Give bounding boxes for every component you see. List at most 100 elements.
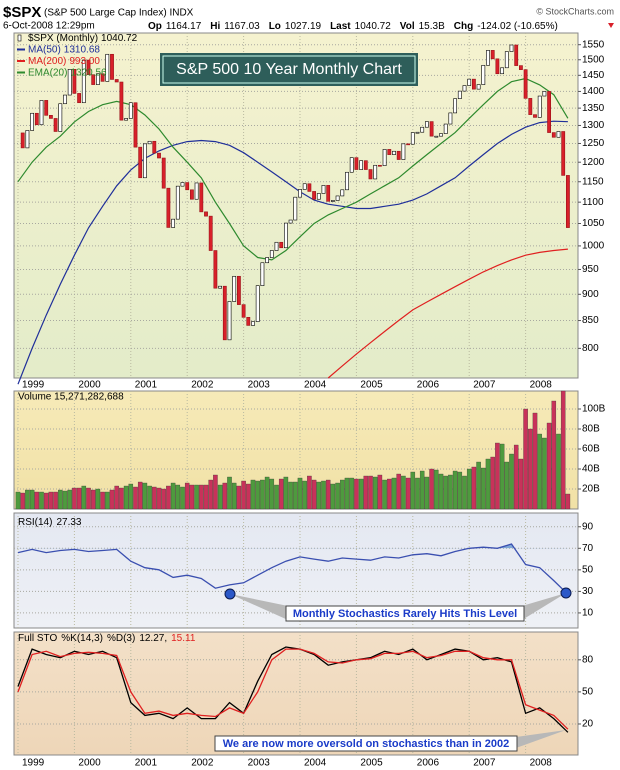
candle (81, 59, 86, 104)
candle (490, 50, 495, 60)
candle (279, 241, 284, 249)
candle (316, 193, 321, 200)
candle (420, 126, 425, 133)
volume-bar (532, 412, 538, 510)
legend-entry: EMA(20) 1320.56 (28, 67, 107, 78)
volume-bar (199, 484, 204, 510)
candle (551, 132, 556, 138)
volume-bar (321, 480, 326, 510)
x-tick-label: 2005 (360, 380, 383, 391)
candle (415, 131, 420, 134)
y-tick-label: 80B (582, 424, 600, 435)
indicator-line (17, 543, 569, 595)
volume-bar (382, 479, 387, 510)
candle (124, 118, 129, 121)
volume-bar (90, 489, 96, 510)
volume-bar (81, 485, 87, 510)
y-tick-label: 1500 (582, 54, 605, 65)
callout-text: Monthly Stochastics Rarely Hits This Lev… (293, 608, 517, 620)
candle (194, 182, 199, 200)
volume-bar (264, 476, 270, 510)
marker (560, 587, 572, 599)
callout-arrow (230, 594, 288, 620)
candle (373, 164, 378, 180)
volume-bar (133, 486, 138, 510)
x-tick-label: 2002 (191, 758, 214, 769)
legend-entry: $SPX (Monthly) 1040.72 (28, 33, 138, 44)
volume-bar (72, 487, 77, 510)
volume-label: Volume 15,271,282,688 (18, 392, 124, 403)
candle (34, 112, 39, 126)
volume-bar (457, 471, 463, 510)
candle (246, 317, 251, 326)
marker (224, 588, 236, 600)
quote-label: Chg (454, 21, 473, 32)
y-tick-label: 20 (582, 719, 594, 730)
x-tick-label: 2000 (78, 380, 101, 391)
candle (175, 185, 180, 220)
volume-bar (274, 484, 279, 510)
candle (161, 157, 166, 189)
candle (401, 143, 406, 160)
candle (533, 114, 537, 118)
volume-bar (123, 485, 129, 510)
candle (486, 50, 490, 66)
volume-bar (246, 483, 251, 510)
volume-bar (53, 491, 58, 510)
candle (547, 91, 552, 133)
legend-entry: MA(50) 1310.68 (28, 44, 100, 55)
volume-bar (462, 475, 467, 510)
candle (255, 285, 260, 322)
legend-value: 1040.72 (101, 33, 138, 44)
candle (448, 112, 453, 125)
volume-bar (29, 489, 35, 510)
candle (326, 185, 331, 202)
candle (39, 100, 44, 126)
y-tick-label: 900 (582, 289, 599, 300)
volume-bar (255, 480, 260, 510)
x-tick-label: 2007 (473, 380, 496, 391)
candle (481, 64, 486, 85)
overbought-fill (469, 544, 515, 549)
y-tick-label: 1300 (582, 120, 605, 131)
x-tick-label: 2003 (248, 380, 271, 391)
x-tick-label: 2008 (530, 758, 553, 769)
volume-bar (476, 461, 481, 510)
legend-name: MA(200) (28, 56, 66, 67)
quote-value: 1040.72 (355, 21, 392, 32)
candle (20, 132, 25, 149)
candle (392, 150, 396, 155)
volume-bar (147, 485, 152, 510)
candle (143, 143, 147, 179)
x-tick-label: 2002 (191, 380, 214, 391)
quote: Op 1164.17 Hi 1167.03 Lo 1027.19 Last 1040.72 Vo… (148, 21, 558, 32)
candle (302, 183, 307, 190)
panel-legend: RSI(14) 27.33 (18, 517, 82, 528)
volume-bar (551, 400, 557, 510)
volume-bar (391, 477, 397, 510)
volume-bar (156, 487, 162, 510)
x-tick-label: 1999 (22, 758, 45, 769)
volume-bar (76, 487, 82, 510)
y-tick-label: 1250 (582, 138, 605, 149)
rsi-annotation: Monthly Stochastics Rarely Hits This Lev… (224, 587, 572, 622)
candle (288, 219, 293, 224)
source: © StockCharts.com (536, 6, 614, 16)
volume-bar (241, 480, 246, 510)
candle (67, 69, 72, 96)
candle (218, 285, 223, 289)
volume-bar (438, 473, 444, 510)
volume-bar (434, 469, 439, 510)
candle (72, 69, 77, 94)
volume-bar (86, 487, 91, 510)
candle (147, 140, 152, 145)
volume-bar (250, 479, 256, 510)
volume-bar (325, 479, 331, 510)
quote-label: Lo (269, 21, 281, 32)
candle (232, 275, 237, 302)
volume-bar (556, 433, 561, 510)
x-tick-label: 2001 (135, 380, 158, 391)
volume-bar (344, 477, 350, 510)
candle (222, 285, 227, 341)
quote-value: 15.3B (419, 21, 445, 32)
